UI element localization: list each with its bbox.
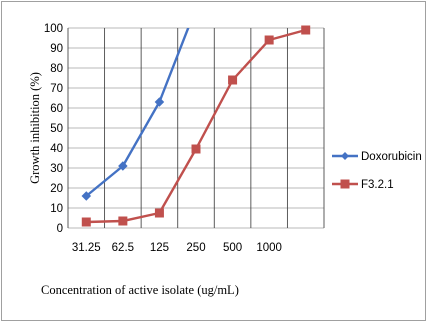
y-tick-label: 100 — [44, 23, 63, 35]
x-tick-label: 62.5 — [112, 242, 134, 254]
x-tick-label: 250 — [186, 242, 205, 254]
x-tick-labels: 31.25 62.5 125 250 500 1000 — [72, 242, 282, 254]
y-tick-label: 10 — [50, 203, 63, 215]
y-tick-label: 50 — [50, 123, 63, 135]
data-point — [155, 209, 164, 218]
data-point — [192, 145, 201, 154]
data-point — [82, 218, 91, 227]
data-point — [265, 36, 274, 45]
x-axis-title: Concentration of active isolate (ug/mL) — [41, 283, 239, 297]
data-point — [301, 26, 310, 35]
y-tick-label: 0 — [57, 223, 63, 235]
legend: Doxorubicin F3.2.1 — [332, 151, 422, 191]
legend-label: Doxorubicin — [361, 151, 422, 163]
y-tick-label: 90 — [50, 43, 63, 55]
y-tick-label: 60 — [50, 103, 63, 115]
x-tick-label: 125 — [150, 242, 169, 254]
y-tick-label: 20 — [50, 183, 63, 195]
legend-marker — [341, 152, 349, 160]
series-line — [86, 30, 305, 222]
data-point — [228, 76, 237, 85]
y-tick-label: 40 — [50, 143, 63, 155]
x-tick-label: 31.25 — [72, 242, 101, 254]
y-tick-label: 30 — [50, 163, 63, 175]
x-tick-label: 500 — [223, 242, 242, 254]
marker-layer — [82, 26, 310, 227]
legend-label: F3.2.1 — [361, 179, 394, 191]
y-tick-labels: 0 10 20 30 40 50 60 70 80 90 100 — [44, 23, 63, 235]
x-tick-label: 1000 — [256, 242, 282, 254]
y-tick-label: 70 — [50, 83, 63, 95]
y-tick-label: 80 — [50, 63, 63, 75]
legend-marker — [341, 180, 350, 189]
grid-lines — [68, 28, 324, 228]
y-axis-title: Growth inhibition (%) — [28, 72, 42, 184]
data-point — [118, 217, 127, 226]
